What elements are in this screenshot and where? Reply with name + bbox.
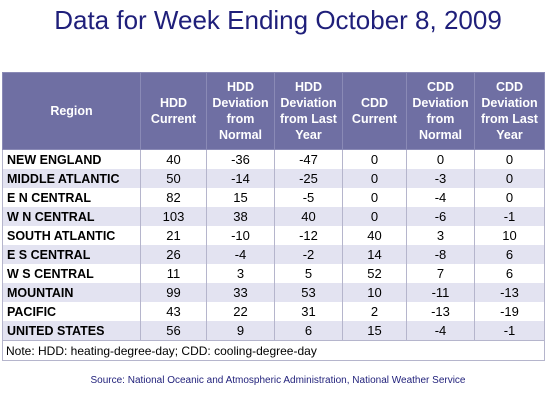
cell-hdd-deviation-last-year: 5 xyxy=(274,264,343,283)
table-row: MOUNTAIN 99 33 53 10 -11 -13 xyxy=(2,283,545,302)
header-cdd-deviation-normal: CDD Deviation from Normal xyxy=(406,72,475,150)
cell-hdd-current: 50 xyxy=(140,169,207,188)
cell-region: NEW ENGLAND xyxy=(2,149,141,169)
cell-cdd-deviation-last-year: 0 xyxy=(474,188,545,207)
cell-cdd-deviation-last-year: 6 xyxy=(474,264,545,283)
cell-cdd-deviation-last-year: 6 xyxy=(474,245,545,264)
table-row: SOUTH ATLANTIC 21 -10 -12 40 3 10 xyxy=(2,226,545,245)
cell-cdd-deviation-normal: -3 xyxy=(406,169,475,188)
cell-cdd-current: 2 xyxy=(342,302,407,321)
cell-cdd-current: 40 xyxy=(342,226,407,245)
cell-hdd-deviation-last-year: 40 xyxy=(274,207,343,226)
cell-cdd-deviation-last-year: 0 xyxy=(474,169,545,188)
cell-region: W N CENTRAL xyxy=(2,207,141,226)
table-row: NEW ENGLAND 40 -36 -47 0 0 0 xyxy=(2,149,545,169)
cell-cdd-deviation-normal: -6 xyxy=(406,207,475,226)
cell-hdd-deviation-normal: 33 xyxy=(206,283,275,302)
cell-cdd-deviation-normal: -13 xyxy=(406,302,475,321)
cell-hdd-deviation-last-year: -25 xyxy=(274,169,343,188)
degree-day-table: Region HDD Current HDD Deviation from Normal… xyxy=(2,72,545,361)
cell-cdd-deviation-normal: -4 xyxy=(406,321,475,341)
header-hdd-deviation-normal: HDD Deviation from Normal xyxy=(206,72,275,150)
cell-region: MOUNTAIN xyxy=(2,283,141,302)
cell-hdd-current: 26 xyxy=(140,245,207,264)
cell-region: E S CENTRAL xyxy=(2,245,141,264)
cell-cdd-deviation-normal: 0 xyxy=(406,149,475,169)
cell-cdd-deviation-normal: -4 xyxy=(406,188,475,207)
header-cdd-current: CDD Current xyxy=(342,72,407,150)
cell-cdd-deviation-last-year: -1 xyxy=(474,207,545,226)
cell-hdd-deviation-last-year: -2 xyxy=(274,245,343,264)
cell-hdd-deviation-last-year: -47 xyxy=(274,149,343,169)
header-region: Region xyxy=(2,72,141,150)
cell-cdd-current: 14 xyxy=(342,245,407,264)
cell-hdd-current: 43 xyxy=(140,302,207,321)
cell-hdd-deviation-normal: -36 xyxy=(206,149,275,169)
table-row: W S CENTRAL 11 3 5 52 7 6 xyxy=(2,264,545,283)
cell-hdd-deviation-last-year: -5 xyxy=(274,188,343,207)
cell-hdd-deviation-normal: 38 xyxy=(206,207,275,226)
page-title: Data for Week Ending October 8, 2009 xyxy=(54,5,502,35)
table-row: W N CENTRAL 103 38 40 0 -6 -1 xyxy=(2,207,545,226)
cell-cdd-deviation-last-year: -19 xyxy=(474,302,545,321)
cell-hdd-deviation-normal: 15 xyxy=(206,188,275,207)
cell-cdd-deviation-normal: 7 xyxy=(406,264,475,283)
source-note: Source: National Oceanic and Atmospheric… xyxy=(90,375,466,386)
cell-cdd-deviation-last-year: 10 xyxy=(474,226,545,245)
note-row: Note: HDD: heating-degree-day; CDD: cool… xyxy=(2,340,545,361)
cell-cdd-current: 0 xyxy=(342,188,407,207)
cell-cdd-current: 10 xyxy=(342,283,407,302)
cell-region: PACIFIC xyxy=(2,302,141,321)
table-row: E N CENTRAL 82 15 -5 0 -4 0 xyxy=(2,188,545,207)
cell-cdd-current: 15 xyxy=(342,321,407,341)
cell-hdd-current: 103 xyxy=(140,207,207,226)
cell-hdd-deviation-normal: -4 xyxy=(206,245,275,264)
cell-cdd-deviation-normal: -11 xyxy=(406,283,475,302)
cell-hdd-deviation-normal: 9 xyxy=(206,321,275,341)
table-note: Note: HDD: heating-degree-day; CDD: cool… xyxy=(2,340,545,361)
cell-hdd-deviation-last-year: 6 xyxy=(274,321,343,341)
cell-region: SOUTH ATLANTIC xyxy=(2,226,141,245)
header-hdd-deviation-last-year: HDD Deviation from Last Year xyxy=(274,72,343,150)
cell-hdd-current: 99 xyxy=(140,283,207,302)
cell-hdd-deviation-normal: 3 xyxy=(206,264,275,283)
table-row-total: UNITED STATES 56 9 6 15 -4 -1 xyxy=(2,321,545,341)
cell-hdd-current: 40 xyxy=(140,149,207,169)
cell-hdd-deviation-normal: -14 xyxy=(206,169,275,188)
cell-hdd-current: 21 xyxy=(140,226,207,245)
cell-hdd-current: 56 xyxy=(140,321,207,341)
header-row: Region HDD Current HDD Deviation from Normal… xyxy=(2,72,545,150)
table-row: MIDDLE ATLANTIC 50 -14 -25 0 -3 0 xyxy=(2,169,545,188)
cell-cdd-deviation-last-year: -13 xyxy=(474,283,545,302)
cell-cdd-deviation-last-year: 0 xyxy=(474,149,545,169)
cell-hdd-current: 11 xyxy=(140,264,207,283)
cell-hdd-current: 82 xyxy=(140,188,207,207)
cell-cdd-deviation-normal: 3 xyxy=(406,226,475,245)
table-row: E S CENTRAL 26 -4 -2 14 -8 6 xyxy=(2,245,545,264)
cell-cdd-current: 0 xyxy=(342,149,407,169)
header-cdd-deviation-last-year: CDD Deviation from Last Year xyxy=(474,72,545,150)
header-hdd-current: HDD Current xyxy=(140,72,207,150)
cell-cdd-current: 0 xyxy=(342,169,407,188)
table-row: PACIFIC 43 22 31 2 -13 -19 xyxy=(2,302,545,321)
cell-cdd-current: 52 xyxy=(342,264,407,283)
cell-cdd-deviation-last-year: -1 xyxy=(474,321,545,341)
cell-hdd-deviation-last-year: 31 xyxy=(274,302,343,321)
cell-region: W S CENTRAL xyxy=(2,264,141,283)
data-table-container: Region HDD Current HDD Deviation from Normal… xyxy=(2,72,545,361)
cell-hdd-deviation-normal: -10 xyxy=(206,226,275,245)
cell-region: UNITED STATES xyxy=(2,321,141,341)
cell-hdd-deviation-normal: 22 xyxy=(206,302,275,321)
cell-cdd-current: 0 xyxy=(342,207,407,226)
cell-cdd-deviation-normal: -8 xyxy=(406,245,475,264)
cell-hdd-deviation-last-year: -12 xyxy=(274,226,343,245)
cell-region: MIDDLE ATLANTIC xyxy=(2,169,141,188)
cell-hdd-deviation-last-year: 53 xyxy=(274,283,343,302)
cell-region: E N CENTRAL xyxy=(2,188,141,207)
